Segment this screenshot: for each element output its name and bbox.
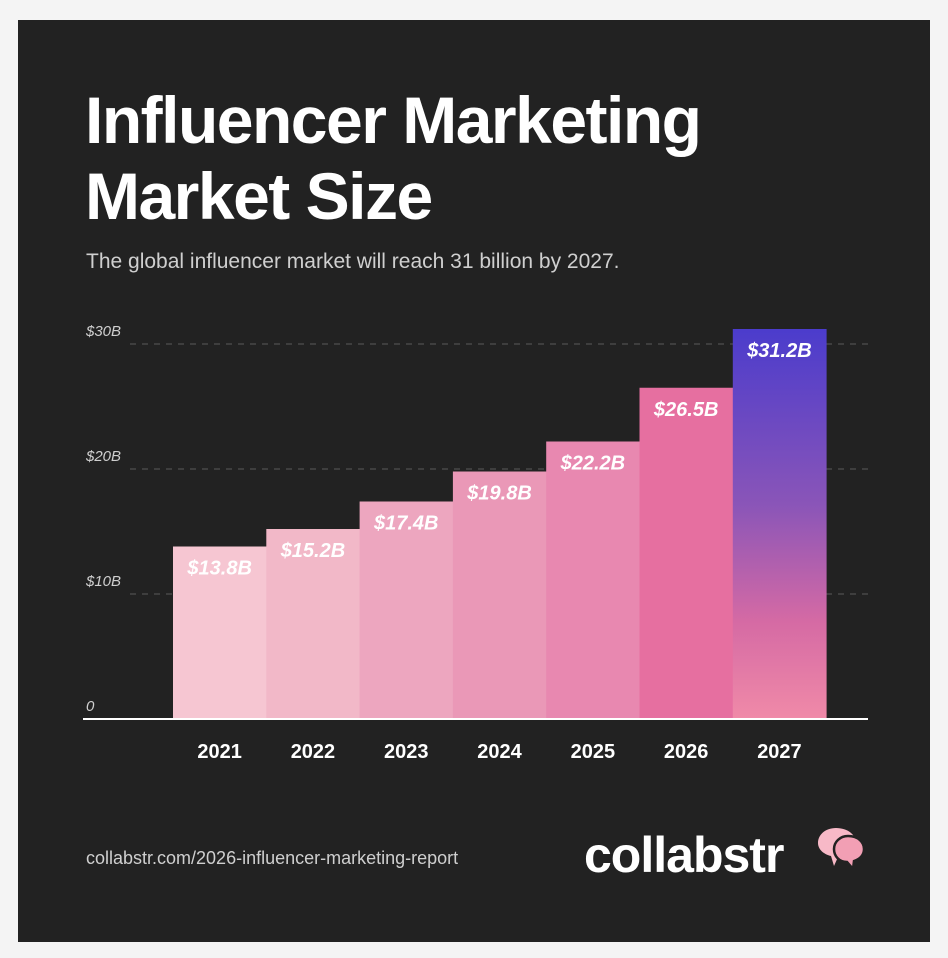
bar-2023 [359, 501, 454, 719]
data-label-2024: $19.8B [466, 483, 532, 505]
title-line-2: Market Size [85, 159, 433, 233]
data-label-2022: $15.2B [280, 540, 346, 562]
source-url: collabstr.com/2026-influencer-marketing-… [86, 848, 459, 868]
y-tick-label: $10B [85, 573, 121, 590]
bar-2025 [546, 441, 640, 719]
title-line-1: Influencer Marketing [85, 83, 702, 157]
chat-bubbles-icon [818, 828, 866, 872]
bar-2022 [266, 529, 361, 719]
x-tick-label-2026: 2026 [664, 741, 709, 763]
market-size-bar-chart: 0 $10B $20B $30B $13.8B 2021 $15.2B 2022 $17.4B 2… [83, 323, 868, 763]
page-title: Influencer Marketing Market Size [85, 82, 702, 234]
data-label-2027: $31.2B [746, 340, 812, 362]
data-label-2026: $26.5B [653, 399, 719, 421]
y-tick-label: $30B [85, 323, 121, 340]
infographic-card: Influencer Marketing Market Size The glo… [18, 20, 930, 942]
x-tick-label-2027: 2027 [757, 741, 802, 763]
x-tick-label-2021: 2021 [197, 741, 242, 763]
bar-2026 [639, 387, 734, 719]
bar-2021 [173, 546, 267, 719]
data-label-2023: $17.4B [373, 513, 439, 535]
x-tick-label-2022: 2022 [291, 741, 336, 763]
x-tick-label-2023: 2023 [384, 741, 429, 763]
data-label-2025: $22.2B [560, 453, 626, 475]
logo-wordmark: collabstr [584, 827, 784, 883]
bar-2024 [452, 471, 547, 719]
y-tick-label: 0 [86, 698, 95, 715]
y-tick-label: $20B [85, 448, 121, 465]
x-tick-label-2025: 2025 [571, 741, 616, 763]
data-label-2021: $13.8B [186, 558, 252, 580]
bars [173, 329, 827, 719]
subtitle: The global influencer market will reach … [86, 250, 620, 273]
labels: 0 $10B $20B $30B $13.8B 2021 $15.2B 2022 $17.4B 2… [83, 323, 868, 763]
bar-2027 [732, 329, 827, 719]
x-tick-label-2024: 2024 [477, 741, 522, 763]
